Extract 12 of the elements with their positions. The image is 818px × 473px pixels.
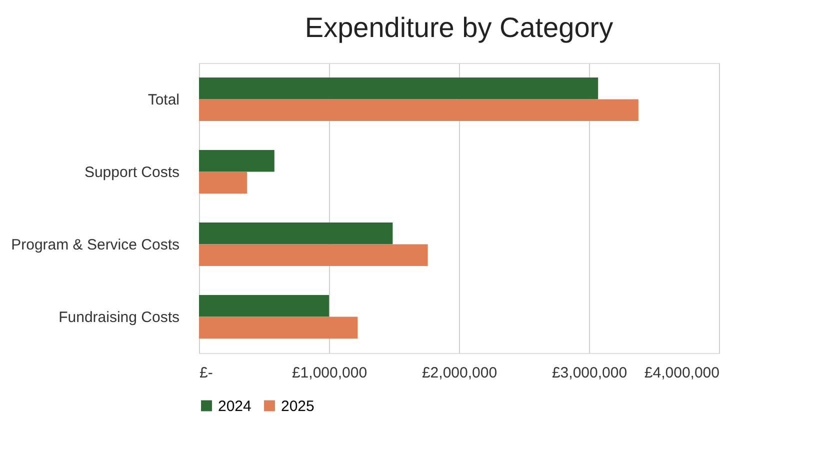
y-tick-label: Fundraising Costs bbox=[58, 308, 180, 326]
legend-label: 2025 bbox=[281, 398, 314, 415]
x-tick-label: £1,000,000 bbox=[292, 364, 368, 382]
y-tick-label: Program & Service Costs bbox=[11, 236, 180, 254]
x-tick-label: £2,000,000 bbox=[422, 364, 498, 382]
legend-label: 2024 bbox=[218, 398, 252, 415]
chart-title: Expenditure by Category bbox=[304, 12, 614, 43]
x-tick-label: £- bbox=[200, 364, 213, 382]
y-tick-label: Support Costs bbox=[84, 164, 180, 181]
x-tick-label: £4,000,000 bbox=[644, 364, 720, 382]
y-tick-label: Total bbox=[148, 91, 180, 108]
x-tick-label: £3,000,000 bbox=[552, 364, 628, 382]
